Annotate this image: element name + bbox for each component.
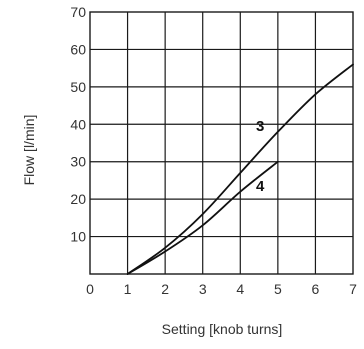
series-line-3 [126,63,354,275]
x-tick-3: 3 [199,281,207,297]
series-label-3: 3 [256,118,264,135]
x-axis-label: Setting [knob turns] [162,321,283,337]
x-tick-6: 6 [312,281,320,297]
x-tick-1: 1 [124,281,132,297]
y-axis-label: Flow [l/min] [21,115,37,186]
x-tick-7: 7 [349,281,357,297]
tick-labels: 0 1 2 3 4 5 6 7 10 20 30 40 50 60 70 [70,4,357,297]
y-tick-40: 40 [70,116,86,132]
plot-frame [89,11,354,275]
y-tick-60: 60 [70,41,86,57]
series-line-4 [126,160,279,275]
x-tick-4: 4 [236,281,244,297]
series-lines [126,63,354,275]
x-tick-2: 2 [161,281,169,297]
series-label-4: 4 [256,178,265,195]
y-tick-70: 70 [70,4,86,20]
y-tick-20: 20 [70,191,86,207]
x-tick-0: 0 [86,281,94,297]
grid [89,11,354,275]
y-tick-30: 30 [70,154,86,170]
x-tick-5: 5 [274,281,282,297]
y-tick-50: 50 [70,79,86,95]
y-tick-10: 10 [70,229,86,245]
